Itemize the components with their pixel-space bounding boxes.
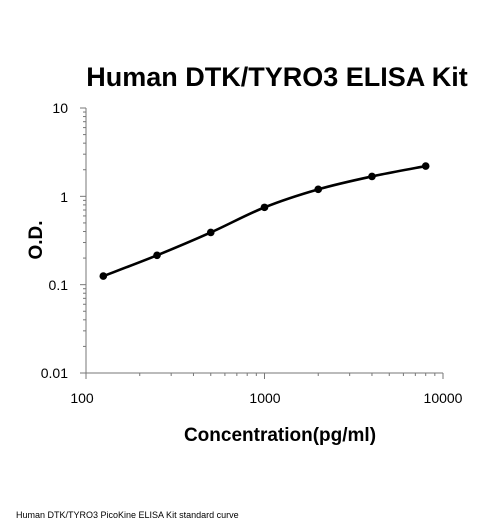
y-tick-label-1: 0.1 [49,277,69,293]
data-point-3 [260,203,269,212]
data-point-2 [206,228,215,237]
data-point-4 [314,185,323,194]
x-axis-label: Concentration(pg/ml) [184,425,376,446]
series-line [101,164,428,278]
data-point-0 [99,272,108,280]
data-point-5 [368,172,376,181]
x-tick-label-2: 10000 [424,390,463,406]
standard-curve-chart: Human DTK/TYRO3 ELISA Kit 0.01 0.1 1 10 … [26,62,468,446]
data-points [99,162,430,280]
x-tick-label-1: 1000 [249,390,280,406]
data-point-6 [421,162,430,170]
x-tick-label-0: 100 [70,390,94,406]
data-point-1 [153,251,161,260]
x-axis-ticks [85,373,444,379]
y-axis-label: O.D. [26,220,47,259]
y-tick-label-2: 1 [60,189,68,205]
plot-area [80,107,444,379]
y-tick-label-3: 10 [52,100,68,116]
y-axis-ticks [80,107,86,374]
figure-caption: Human DTK/TYRO3 PicoKine ELISA Kit stand… [16,510,239,520]
chart-title: Human DTK/TYRO3 ELISA Kit [86,62,468,92]
y-tick-label-0: 0.01 [41,365,68,381]
